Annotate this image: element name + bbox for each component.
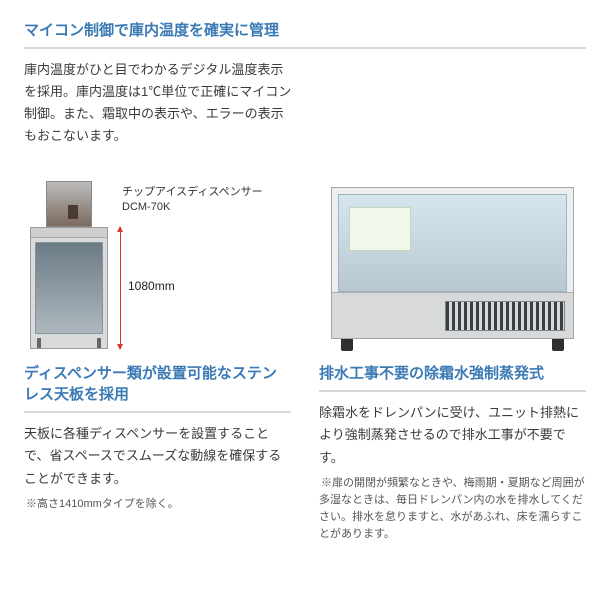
right-column: 排水工事不要の除霜水強制蒸発式 除霜水をドレンパンに受け、ユニット排熱により強制… [319,171,586,542]
dimension-arrow-icon [120,227,121,349]
feature-row: チップアイスディスペンサー DCM-70K 1080mm ディスペンサー類が設置… [24,171,586,542]
sticker-icon [349,207,411,251]
left-column: チップアイスディスペンサー DCM-70K 1080mm ディスペンサー類が設置… [24,171,291,542]
section1-body: 庫内温度がひと目でわかるデジタル温度表示を採用。庫内温度は1℃単位で正確にマイコ… [24,59,294,147]
dispenser-label: チップアイスディスペンサー DCM-70K [122,185,263,215]
dimension-value: 1080mm [128,279,175,293]
right-heading: 排水工事不要の除霜水強制蒸発式 [319,363,586,392]
right-body: 除霜水をドレンパンに受け、ユニット排熱により強制蒸発させるので排水工事が不要です… [319,402,586,468]
left-image: チップアイスディスペンサー DCM-70K 1080mm [24,171,291,351]
unit-icon [331,187,574,339]
left-heading: ディスペンサー類が設置可能なステンレス天板を採用 [24,363,291,413]
section1-heading: マイコン制御で庫内温度を確実に管理 [24,20,586,49]
dispenser-spout-icon [68,205,78,219]
left-body: 天板に各種ディスペンサーを設置することで、省スペースでスムーズな動線を確保するこ… [24,423,291,489]
vent-icon [445,301,565,331]
cabinet-icon [30,227,108,349]
unit-legs-icon [331,339,574,351]
dispenser-icon [46,181,92,227]
right-note: ※扉の開閉が頻繁なときや、梅雨期・夏期など周囲が多湿なときは、毎日ドレンパン内の… [319,475,586,543]
right-image [319,171,586,351]
left-note: ※高さ1410mmタイプを除く。 [24,496,291,513]
